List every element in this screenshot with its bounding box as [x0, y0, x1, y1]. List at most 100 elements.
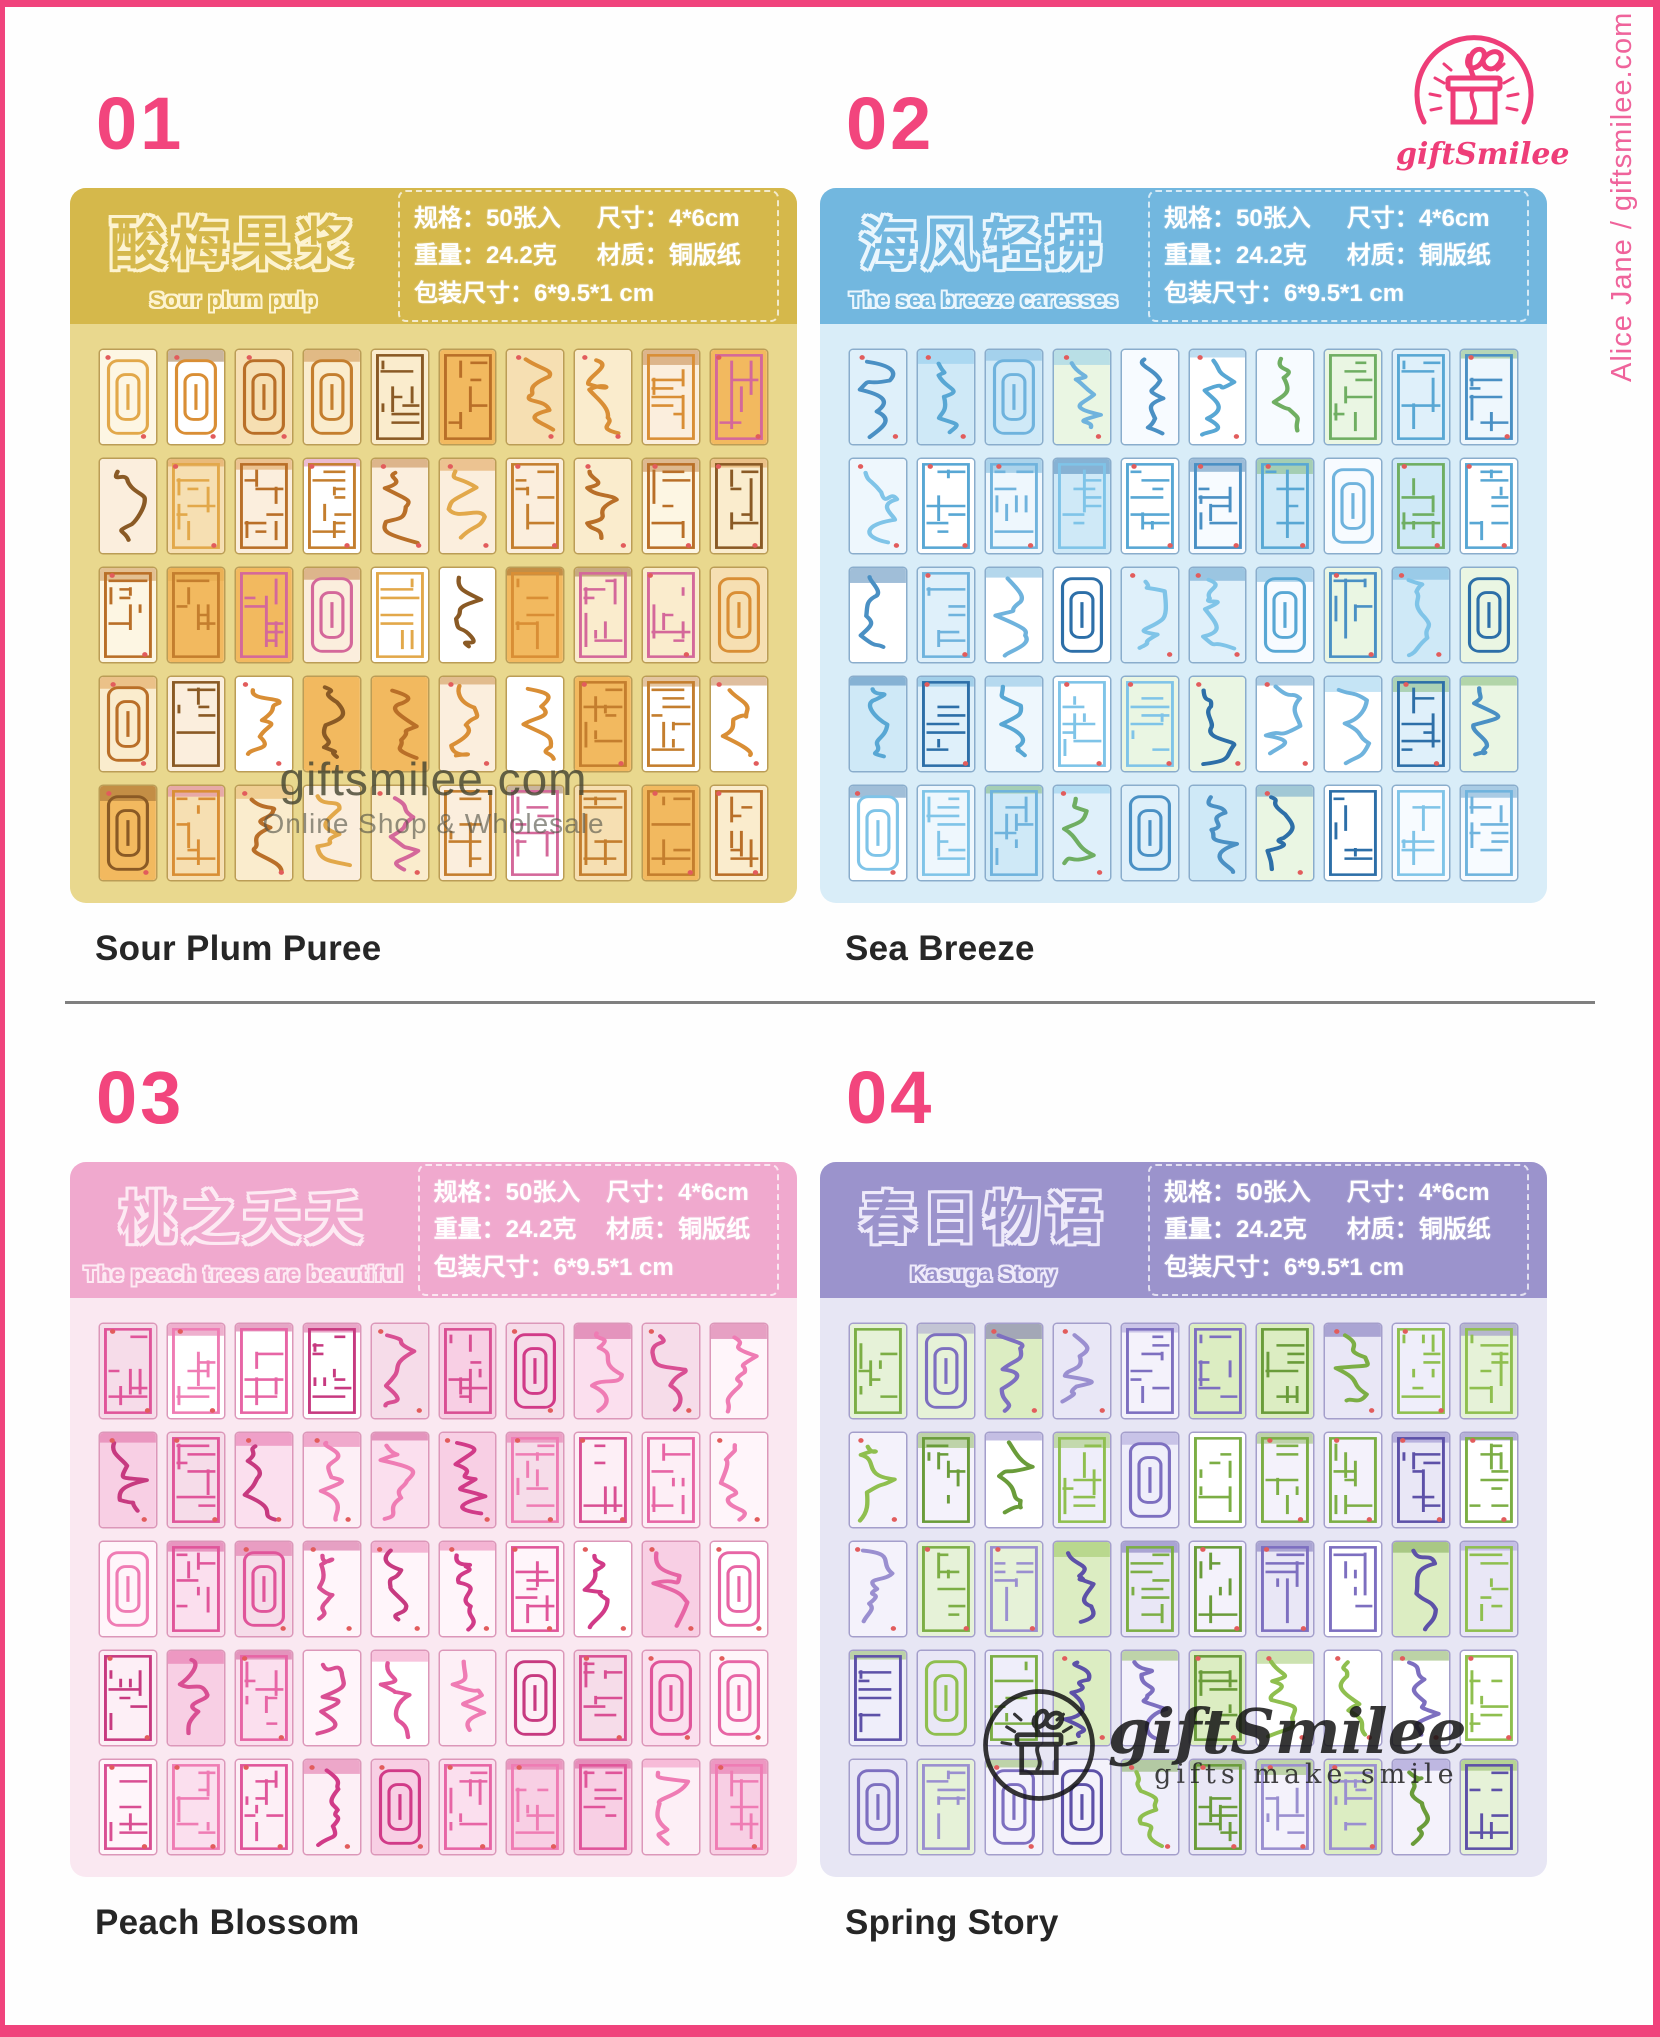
maze-thumbnail: [850, 1324, 906, 1418]
maze-thumbnail: [439, 1433, 496, 1527]
maze-thumbnail: [643, 1433, 700, 1527]
section-divider: [65, 1001, 1595, 1004]
maze-thumbnail: [303, 677, 360, 771]
maze-thumbnail: [371, 1542, 428, 1636]
maze-thumbnail: [1189, 1433, 1246, 1527]
maze-thumbnail: [1257, 1651, 1314, 1745]
maze-thumbnail: [371, 1760, 428, 1854]
maze-grid: [70, 1298, 797, 1854]
maze-thumbnail: [1393, 350, 1450, 444]
spec-package: 包装尺寸：6*9.5*1 cm: [434, 1249, 763, 1286]
maze-thumbnail: [439, 1324, 496, 1418]
spec-dim-label: 尺寸：: [606, 1179, 679, 1207]
maze-thumbnail: [167, 1433, 224, 1527]
maze-thumbnail: [167, 1760, 224, 1854]
maze-thumbnail: [1189, 1324, 1246, 1418]
spec-line: 包装尺寸：6*9.5*1 cm: [1164, 1249, 1513, 1286]
spec-dim-value: 4*6cm: [668, 205, 740, 233]
maze-thumbnail: [985, 1433, 1042, 1527]
maze-thumbnail: [507, 1324, 564, 1418]
maze-thumbnail: [439, 1760, 496, 1854]
maze-thumbnail: [643, 786, 700, 880]
title-english: Sour plum pulp: [150, 288, 318, 312]
maze-thumbnail: [1121, 1324, 1178, 1418]
maze-thumbnail: [1325, 1651, 1382, 1745]
maze-thumbnail: [985, 1760, 1042, 1854]
spec-line: 重量：24.2克 材质：铜版纸: [434, 1211, 763, 1248]
maze-thumbnail: [711, 1324, 767, 1418]
maze-thumbnail: [985, 350, 1042, 444]
spec-material-value: 铜版纸: [1418, 242, 1491, 270]
maze-thumbnail: [1393, 568, 1450, 662]
spec-size-label: 规格：: [433, 1179, 506, 1207]
product-number: 02: [846, 82, 935, 165]
spec-weight-value: 24.2克: [505, 1216, 577, 1244]
maze-thumbnail: [100, 677, 156, 771]
maze-thumbnail: [1325, 1433, 1382, 1527]
maze-thumbnail: [643, 1760, 700, 1854]
gift-logo-icon: [1414, 35, 1534, 125]
spec-size: 规格：50张入: [1164, 1174, 1347, 1211]
maze-thumbnail: [575, 1760, 632, 1854]
maze-thumbnail: [1189, 1760, 1246, 1854]
maze-thumbnail: [507, 1760, 564, 1854]
maze-thumbnail: [439, 1542, 496, 1636]
maze-thumbnail: [1053, 1651, 1110, 1745]
spec-weight-value: 24.2克: [1236, 1216, 1307, 1244]
maze-thumbnail: [917, 350, 974, 444]
maze-thumbnail: [1053, 1760, 1110, 1854]
maze-thumbnail: [167, 350, 224, 444]
maze-thumbnail: [575, 1542, 632, 1636]
maze-thumbnail: [507, 786, 564, 880]
maze-thumbnail: [1121, 459, 1178, 553]
maze-thumbnail: [1121, 1760, 1178, 1854]
spec-weight-value: 24.2克: [1236, 242, 1307, 270]
spec-material-label: 材质：: [606, 1216, 679, 1244]
maze-thumbnail: [167, 568, 224, 662]
spec-material-value: 铜版纸: [678, 1216, 751, 1244]
maze-thumbnail: [371, 459, 428, 553]
product-number: 04: [846, 1056, 935, 1139]
maze-thumbnail: [1461, 1651, 1517, 1745]
spec-dim: 尺寸：4*6cm: [606, 1174, 763, 1211]
card-titles: 桃之夭夭 The peach trees are beautiful: [84, 1174, 404, 1287]
maze-thumbnail: [439, 677, 496, 771]
spec-box: 规格：50张入 尺寸：4*6cm 重量：24.2克 材质：铜版纸 包装尺寸：6*…: [1148, 190, 1529, 322]
spec-material-label: 材质：: [1346, 1216, 1419, 1244]
maze-thumbnail: [985, 568, 1042, 662]
maze-thumbnail: [1257, 1324, 1314, 1418]
maze-thumbnail: [917, 1433, 974, 1527]
maze-thumbnail: [1189, 459, 1246, 553]
maze-thumbnail: [1461, 1542, 1517, 1636]
product-card: 桃之夭夭 The peach trees are beautiful 规格：50…: [70, 1162, 797, 1877]
maze-thumbnail: [1393, 1433, 1450, 1527]
maze-thumbnail: [711, 1433, 767, 1527]
maze-thumbnail: [1325, 568, 1382, 662]
maze-thumbnail: [303, 459, 360, 553]
maze-thumbnail: [1393, 1324, 1450, 1418]
maze-thumbnail: [1393, 1542, 1450, 1636]
maze-thumbnail: [100, 568, 156, 662]
maze-thumbnail: [850, 1651, 906, 1745]
spec-package-label: 包装尺寸：: [414, 279, 534, 307]
maze-thumbnail: [985, 1651, 1042, 1745]
maze-thumbnail: [711, 350, 767, 444]
maze-grid: [70, 324, 797, 880]
maze-thumbnail: [167, 1324, 224, 1418]
maze-thumbnail: [507, 459, 564, 553]
maze-thumbnail: [507, 677, 564, 771]
spec-material-value: 铜版纸: [1418, 1216, 1491, 1244]
maze-thumbnail: [1393, 1760, 1450, 1854]
maze-thumbnail: [507, 1542, 564, 1636]
spec-material-label: 材质：: [596, 242, 669, 270]
maze-thumbnail: [917, 677, 974, 771]
spec-line: 规格：50张入 尺寸：4*6cm: [1164, 1174, 1513, 1211]
spec-size-label: 规格：: [414, 205, 486, 233]
spec-package-label: 包装尺寸：: [1164, 279, 1284, 307]
maze-thumbnail: [1189, 350, 1246, 444]
maze-thumbnail: [303, 786, 360, 880]
maze-thumbnail: [575, 1324, 632, 1418]
maze-thumbnail: [371, 1433, 428, 1527]
maze-thumbnail: [1461, 677, 1517, 771]
